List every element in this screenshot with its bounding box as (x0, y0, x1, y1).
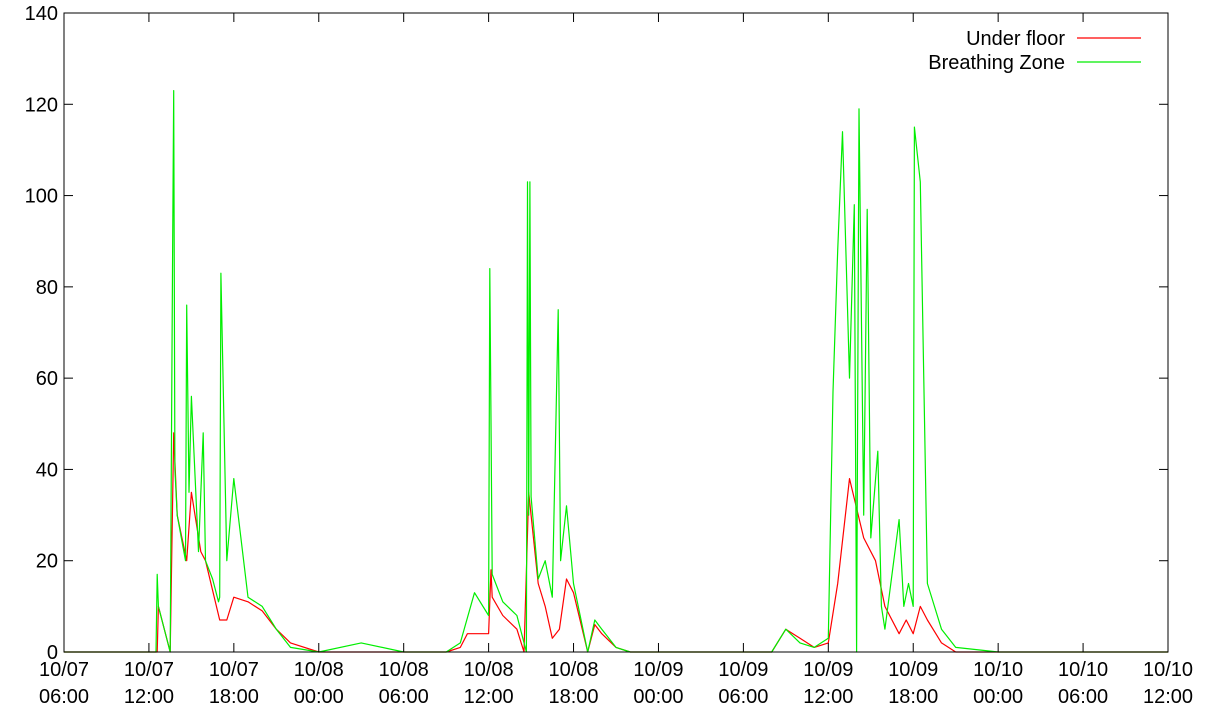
breathing-zone-line (64, 89, 1168, 653)
y-tick-label: 140 (25, 3, 58, 25)
x-tick-label-date: 10/09 (888, 659, 938, 681)
x-tick-label-date: 10/08 (464, 659, 514, 681)
y-tick-label: 20 (36, 551, 58, 573)
plot-frame (63, 12, 1169, 653)
y-tick-label: 80 (36, 277, 58, 299)
y-tick-label: 60 (36, 368, 58, 390)
x-tick-label-time: 00:00 (294, 686, 344, 708)
x-tick-label-time: 18:00 (549, 686, 599, 708)
x-tick-label-time: 12:00 (1143, 686, 1193, 708)
y-tick-label: 100 (25, 186, 58, 208)
x-tick-label-time: 18:00 (209, 686, 259, 708)
under-floor-line (64, 432, 1168, 653)
x-tick-label-time: 00:00 (633, 686, 683, 708)
x-tick-label-date: 10/10 (1143, 659, 1193, 681)
x-tick-label-date: 10/09 (803, 659, 853, 681)
y-tick-label: 120 (25, 94, 58, 116)
x-tick-label-date: 10/09 (633, 659, 683, 681)
x-tick-label-date: 10/08 (549, 659, 599, 681)
x-tick-label-date: 10/09 (718, 659, 768, 681)
x-tick-label-time: 06:00 (718, 686, 768, 708)
under-floor-series (64, 432, 1168, 653)
x-tick-label-date: 10/07 (209, 659, 259, 681)
x-tick-label-date: 10/07 (124, 659, 174, 681)
x-tick-label-date: 10/08 (379, 659, 429, 681)
x-tick-label-time: 06:00 (379, 686, 429, 708)
x-tick-label-time: 00:00 (973, 686, 1023, 708)
y-axis: 0 20 40 60 80 100 120 140 (25, 3, 1168, 664)
legend-label-under-floor: Under floor (966, 28, 1065, 50)
x-tick-label-time: 12:00 (464, 686, 514, 708)
x-axis: 10/07 06:00 10/07 12:00 10/07 18:00 10/08 00:00… (39, 13, 1193, 708)
x-tick-label-time: 06:00 (39, 686, 89, 708)
x-tick-label-date: 10/10 (1058, 659, 1108, 681)
x-tick-label-date: 10/07 (39, 659, 89, 681)
x-tick-label-time: 12:00 (124, 686, 174, 708)
x-tick-label-time: 06:00 (1058, 686, 1108, 708)
x-tick-label-date: 10/08 (294, 659, 344, 681)
y-tick-label: 0 (47, 642, 58, 664)
legend-label-breathing-zone: Breathing Zone (928, 52, 1065, 74)
y-tick-label: 40 (36, 459, 58, 481)
x-tick-label-time: 18:00 (888, 686, 938, 708)
x-tick-label-time: 12:00 (803, 686, 853, 708)
legend: Under floor Breathing Zone (928, 28, 1141, 74)
breathing-zone-series (64, 89, 1168, 653)
x-tick-label-date: 10/10 (973, 659, 1023, 681)
